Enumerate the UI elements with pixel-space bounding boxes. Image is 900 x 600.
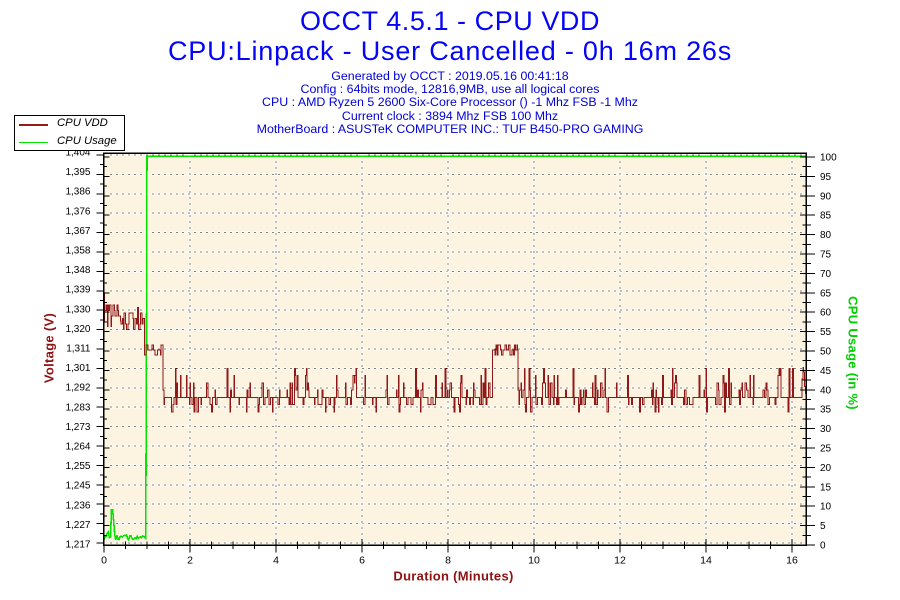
svg-text:CPU Usage (in %): CPU Usage (in %): [846, 296, 861, 410]
svg-text:1,217: 1,217: [65, 540, 90, 551]
svg-text:1,255: 1,255: [65, 461, 90, 472]
svg-text:1,245: 1,245: [65, 481, 90, 492]
svg-text:2: 2: [187, 555, 193, 567]
svg-text:16: 16: [786, 555, 798, 567]
svg-text:1,395: 1,395: [65, 167, 90, 178]
svg-text:10: 10: [820, 502, 832, 513]
svg-text:6: 6: [359, 555, 365, 567]
svg-text:1,358: 1,358: [65, 246, 90, 257]
svg-text:1,376: 1,376: [65, 206, 90, 217]
svg-text:1,283: 1,283: [65, 402, 90, 413]
svg-text:1,404: 1,404: [65, 148, 90, 159]
svg-text:1,339: 1,339: [65, 285, 90, 296]
svg-text:Voltage (V): Voltage (V): [42, 313, 57, 383]
svg-text:1,348: 1,348: [65, 265, 90, 276]
svg-text:15: 15: [820, 482, 832, 493]
svg-text:0: 0: [820, 541, 826, 552]
svg-text:80: 80: [820, 230, 832, 241]
svg-text:45: 45: [820, 366, 832, 377]
svg-text:20: 20: [820, 463, 832, 474]
svg-text:95: 95: [820, 172, 832, 183]
svg-text:8: 8: [445, 555, 451, 567]
svg-text:50: 50: [820, 347, 832, 358]
svg-text:85: 85: [820, 211, 832, 222]
svg-text:12: 12: [614, 555, 626, 567]
svg-text:10: 10: [528, 555, 540, 567]
svg-text:100: 100: [820, 153, 837, 164]
svg-text:1,386: 1,386: [65, 187, 90, 198]
svg-text:1,320: 1,320: [65, 324, 90, 335]
svg-text:1,264: 1,264: [65, 442, 90, 453]
svg-text:90: 90: [820, 191, 832, 202]
svg-text:1,311: 1,311: [66, 344, 91, 355]
svg-text:Duration (Minutes): Duration (Minutes): [393, 569, 513, 584]
svg-text:0: 0: [101, 555, 107, 567]
svg-text:4: 4: [273, 555, 279, 567]
svg-text:25: 25: [820, 444, 832, 455]
svg-text:1,227: 1,227: [65, 520, 90, 531]
svg-text:35: 35: [820, 405, 832, 416]
svg-text:1,301: 1,301: [65, 363, 90, 374]
svg-text:1,292: 1,292: [65, 383, 90, 394]
svg-text:5: 5: [820, 521, 826, 532]
svg-text:1,330: 1,330: [65, 304, 90, 315]
svg-text:30: 30: [820, 424, 832, 435]
svg-text:60: 60: [820, 308, 832, 319]
svg-text:40: 40: [820, 385, 832, 396]
svg-text:1,236: 1,236: [65, 500, 90, 511]
svg-text:14: 14: [700, 555, 712, 567]
svg-text:1,367: 1,367: [65, 226, 90, 237]
svg-text:65: 65: [820, 288, 832, 299]
svg-text:55: 55: [820, 327, 832, 338]
svg-text:70: 70: [820, 269, 832, 280]
svg-text:75: 75: [820, 250, 832, 261]
svg-text:1,273: 1,273: [65, 422, 90, 433]
